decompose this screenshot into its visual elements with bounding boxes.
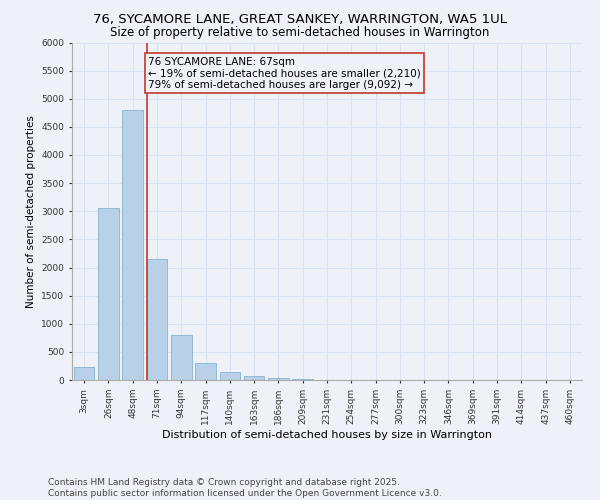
Text: Contains HM Land Registry data © Crown copyright and database right 2025.
Contai: Contains HM Land Registry data © Crown c…	[48, 478, 442, 498]
X-axis label: Distribution of semi-detached houses by size in Warrington: Distribution of semi-detached houses by …	[162, 430, 492, 440]
Bar	[74, 367, 94, 380]
Bar	[146, 259, 167, 380]
Bar	[292, 379, 313, 380]
Bar	[220, 372, 240, 380]
Bar	[268, 378, 289, 380]
Y-axis label: Number of semi-detached properties: Number of semi-detached properties	[26, 115, 36, 308]
Text: 76 SYCAMORE LANE: 67sqm
← 19% of semi-detached houses are smaller (2,210)
79% of: 76 SYCAMORE LANE: 67sqm ← 19% of semi-de…	[149, 56, 421, 90]
Bar	[122, 110, 143, 380]
Bar	[171, 335, 191, 380]
Bar	[244, 376, 265, 380]
Bar	[98, 208, 119, 380]
Text: 76, SYCAMORE LANE, GREAT SANKEY, WARRINGTON, WA5 1UL: 76, SYCAMORE LANE, GREAT SANKEY, WARRING…	[93, 12, 507, 26]
Text: Size of property relative to semi-detached houses in Warrington: Size of property relative to semi-detach…	[110, 26, 490, 39]
Bar	[195, 363, 216, 380]
